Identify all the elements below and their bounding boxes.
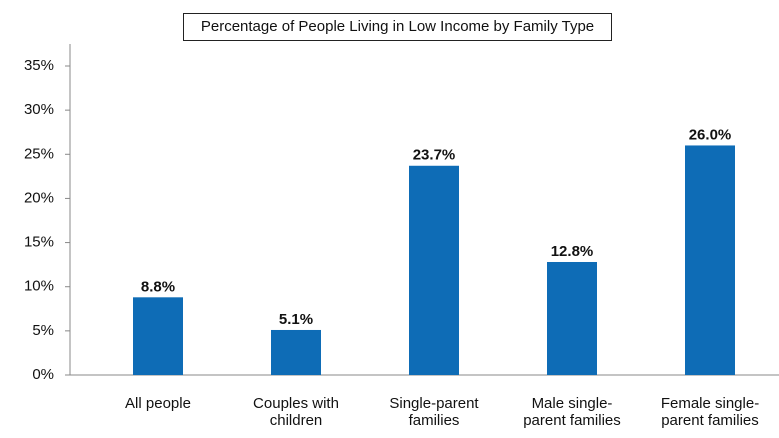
y-tick-label: 20% xyxy=(24,189,54,206)
y-tick-label: 30% xyxy=(24,101,54,118)
y-tick-label: 10% xyxy=(24,278,54,295)
value-label: 5.1% xyxy=(279,311,313,328)
y-tick-label: 25% xyxy=(24,145,54,162)
value-label: 26.0% xyxy=(689,126,732,143)
value-label: 12.8% xyxy=(551,243,594,260)
value-label: 8.8% xyxy=(141,278,175,295)
x-tick-label: Couples with children xyxy=(253,395,339,429)
y-tick-label: 0% xyxy=(32,366,54,383)
y-tick-label: 15% xyxy=(24,234,54,251)
x-tick-label: Single-parent families xyxy=(389,395,479,429)
bar xyxy=(409,165,459,375)
x-tick-label: Female single-parent families xyxy=(660,395,760,429)
y-tick-label: 5% xyxy=(32,322,54,339)
bar xyxy=(133,297,183,375)
chart-title: Percentage of People Living in Low Incom… xyxy=(183,13,612,41)
x-tick-label: All people xyxy=(125,395,191,412)
bar xyxy=(271,329,321,375)
x-tick-label: Male single-parent families xyxy=(523,395,621,429)
y-tick-label: 35% xyxy=(24,57,54,74)
bar xyxy=(547,261,597,375)
value-label: 23.7% xyxy=(413,147,456,164)
bar xyxy=(685,145,735,375)
